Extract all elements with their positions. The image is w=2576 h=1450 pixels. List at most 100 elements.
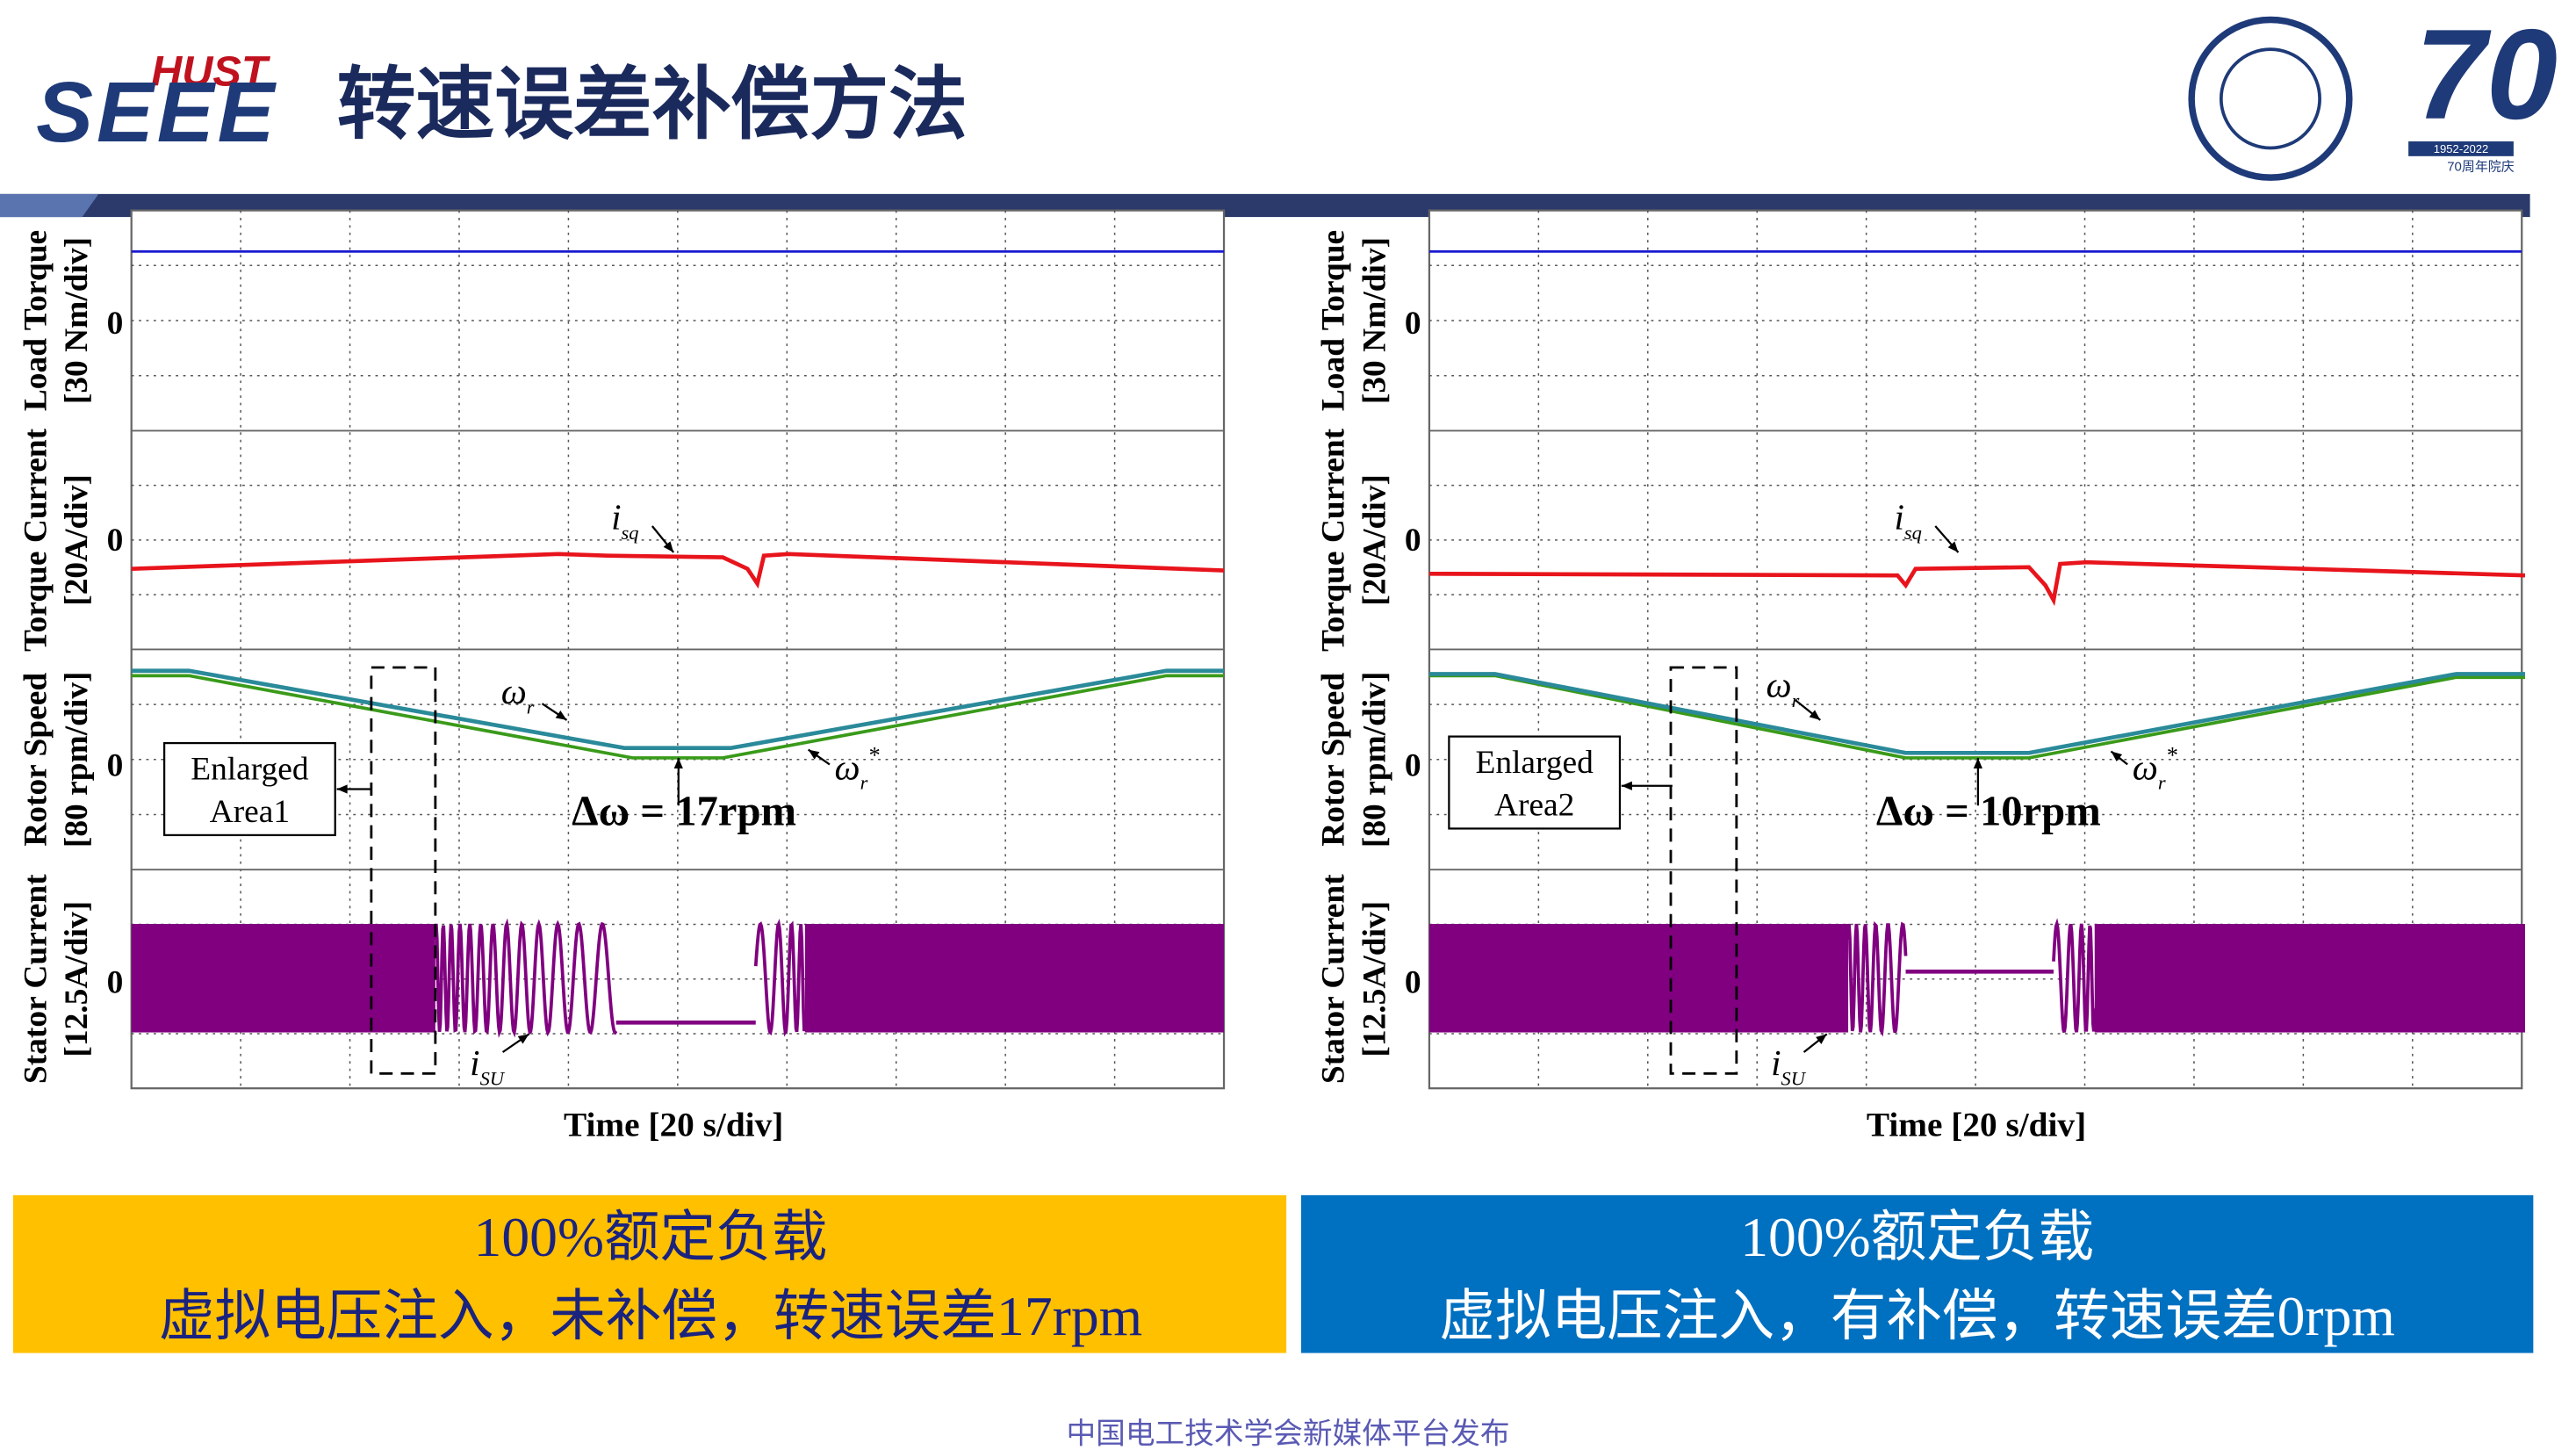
speed — [131, 668, 1225, 751]
stator-band — [1428, 923, 1849, 1033]
symbol-sub: r — [527, 696, 535, 718]
axis-label: [20A/div] — [59, 474, 95, 606]
arrow-head — [673, 757, 683, 769]
symbol-base: i — [1894, 497, 1903, 537]
footer: 中国电工技术学会新媒体平台发布 — [1067, 1418, 1510, 1450]
enlarged-box — [162, 741, 336, 837]
caption-line: 虚拟电压注入，未补偿，转速误差17rpm — [159, 1285, 1142, 1347]
zero-label: 0 — [107, 965, 124, 1001]
symbol-sub: SU — [480, 1067, 506, 1089]
caption-line: 100%额定负载 — [1740, 1206, 2094, 1268]
axis-label: [80 rpm/div] — [59, 671, 95, 848]
header-bar-accent — [0, 193, 99, 218]
x-axis-label: Time [20 s/div] — [564, 1105, 783, 1143]
symbol-sub: SU — [1781, 1067, 1807, 1089]
stator-chirp — [1846, 920, 1908, 1037]
symbol-sub: sq — [622, 522, 639, 544]
arrow-head — [1809, 710, 1821, 720]
symbol: iSU — [1771, 1042, 1807, 1089]
speed — [1428, 672, 2525, 755]
enlarged-label: Area2 — [1494, 787, 1574, 823]
stator-band — [2094, 923, 2525, 1033]
arrow-head — [1947, 541, 1959, 552]
symbol-base: i — [470, 1042, 479, 1083]
symbol-sup: * — [2166, 743, 2178, 768]
logo-bottom: SEEE — [36, 64, 277, 160]
symbol: ωr * — [835, 743, 881, 794]
axis-label: Torque Current — [1316, 428, 1352, 652]
badge-text: 70周年院庆 — [2447, 159, 2515, 175]
symbol: iSU — [470, 1042, 506, 1089]
enlarged-box — [1448, 735, 1622, 830]
axis-label: Torque Current — [18, 428, 54, 652]
arrow-head — [517, 1034, 529, 1044]
zero-label: 0 — [107, 748, 124, 784]
title: 转速误差补偿方法 — [337, 61, 968, 149]
zero-label: 0 — [107, 306, 124, 342]
axis-label: [30 Nm/div] — [1356, 237, 1392, 404]
zero-label: 0 — [107, 523, 124, 559]
stator-chirp — [753, 918, 807, 1037]
badge-year-bar — [2408, 141, 2514, 156]
symbol-sub: r — [860, 771, 868, 793]
enlarged-label: Enlarged — [191, 751, 309, 787]
enlarged-region — [370, 666, 437, 1075]
symbol-sup: * — [867, 743, 880, 768]
caption-line: 虚拟电压注入，有补偿，转速误差0rpm — [1439, 1285, 2394, 1347]
emblem-inner — [2219, 47, 2321, 150]
arrow-head — [1816, 1034, 1827, 1044]
axis-label: Stator Current — [1316, 874, 1352, 1084]
symbol-base: ω — [1767, 665, 1792, 705]
arrow-head — [1621, 781, 1632, 790]
symbol: isq — [1894, 497, 1921, 544]
symbol: isq — [611, 497, 638, 544]
stator-chirp — [2052, 918, 2097, 1033]
symbol-base: ω — [835, 747, 860, 787]
symbol-sub: r — [1792, 689, 1800, 711]
axis-label: Load Torque — [1316, 230, 1352, 411]
symbol-base: i — [611, 497, 621, 537]
stator-band — [131, 923, 435, 1033]
symbol: ωr* — [2133, 743, 2178, 794]
badge-70: 70 — [2415, 3, 2558, 146]
delta-label: Δω = 17rpm — [572, 788, 796, 835]
arrow-head — [663, 541, 674, 552]
caption-box — [12, 1194, 1287, 1353]
torque-current — [131, 552, 1225, 589]
axis-label: [30 Nm/div] — [59, 237, 95, 404]
arrow-head — [2111, 751, 2123, 761]
zero-label: 0 — [1405, 965, 1421, 1001]
axis-label: [80 rpm/div] — [1356, 671, 1392, 848]
stator-chirp — [433, 918, 618, 1038]
axis-label: [12.5A/div] — [1356, 901, 1392, 1057]
stator-band — [804, 923, 1225, 1033]
symbol-base: ω — [2133, 747, 2158, 787]
arrow-head — [808, 749, 820, 760]
symbol-sub: sq — [1904, 522, 1922, 544]
caption-box — [1300, 1194, 2534, 1353]
caption-line: 100%额定负载 — [474, 1206, 828, 1268]
symbol-base: ω — [501, 671, 527, 711]
axis-label: Stator Current — [18, 874, 54, 1084]
symbol: ωr — [501, 671, 535, 718]
symbol-base: i — [1771, 1042, 1781, 1083]
enlarged-region — [1669, 666, 1738, 1075]
enlarged-label: Enlarged — [1475, 745, 1594, 781]
arrow-head — [555, 710, 567, 720]
arrow-head — [1973, 757, 1982, 769]
torque-current — [1428, 559, 2526, 607]
emblem — [2188, 16, 2353, 181]
zero-label: 0 — [1405, 523, 1421, 559]
badge-years: 1952-2022 — [2434, 142, 2489, 155]
delta-label: Δω = 10rpm — [1876, 788, 2101, 835]
symbol: ωr — [1767, 665, 1800, 711]
zero-label: 0 — [1405, 306, 1421, 342]
symbol-sub: r — [2158, 771, 2166, 793]
axis-label: Load Torque — [18, 230, 54, 411]
axis-label: Rotor Speed — [1316, 673, 1352, 847]
enlarged-label: Area1 — [210, 794, 290, 830]
zero-label: 0 — [1405, 748, 1421, 784]
logo-top: HUST — [151, 47, 271, 95]
